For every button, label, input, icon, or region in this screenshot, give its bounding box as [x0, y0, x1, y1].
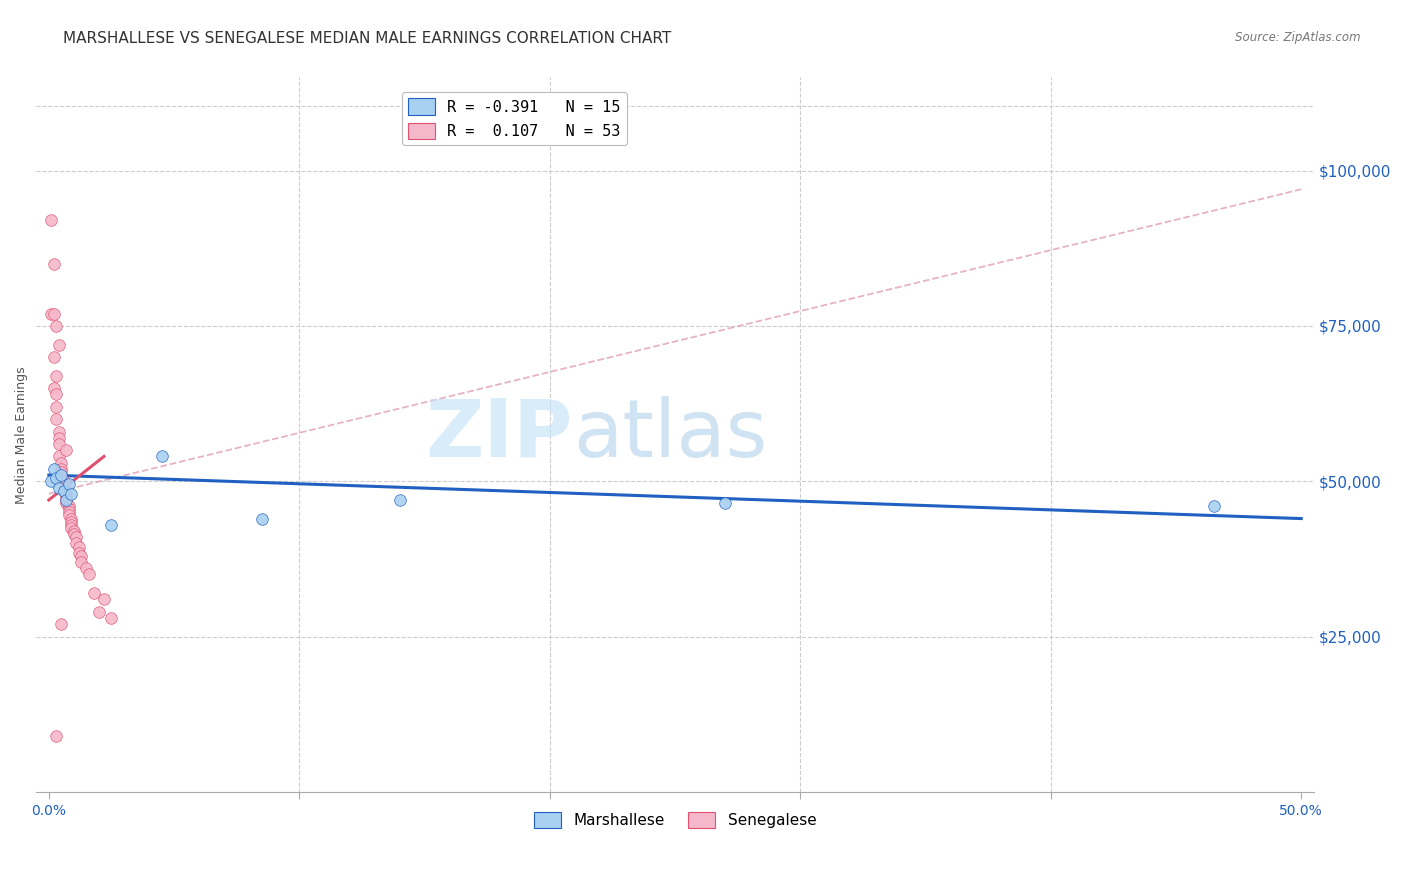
- Point: [45, 387, 67, 401]
- Point: [41, 307, 63, 321]
- Point: [100, 517, 122, 532]
- Text: ZIP: ZIP: [426, 396, 572, 474]
- Point: [55, 496, 77, 510]
- Point: [55, 487, 77, 501]
- Point: [150, 450, 173, 464]
- Point: [65, 536, 87, 550]
- Point: [51, 462, 73, 476]
- Point: [714, 496, 737, 510]
- Point: [60, 521, 83, 535]
- Point: [48, 337, 70, 351]
- Text: MARSHALLESE VS SENEGALESE MEDIAN MALE EARNINGS CORRELATION CHART: MARSHALLESE VS SENEGALESE MEDIAN MALE EA…: [63, 31, 672, 46]
- Point: [60, 517, 83, 532]
- Point: [67, 540, 90, 554]
- Point: [67, 546, 90, 560]
- Point: [41, 475, 63, 489]
- Point: [42, 257, 65, 271]
- Text: atlas: atlas: [572, 396, 768, 474]
- Point: [1202, 499, 1225, 513]
- Point: [55, 492, 77, 507]
- Point: [58, 502, 80, 516]
- Point: [51, 465, 73, 479]
- Point: [48, 425, 70, 439]
- Point: [65, 530, 87, 544]
- Point: [58, 508, 80, 523]
- Point: [51, 617, 73, 632]
- Point: [42, 307, 65, 321]
- Point: [45, 318, 67, 333]
- Point: [52, 483, 75, 498]
- Y-axis label: Median Male Earnings: Median Male Earnings: [15, 366, 28, 503]
- Point: [55, 443, 77, 458]
- Point: [42, 350, 65, 364]
- Point: [52, 475, 75, 489]
- Point: [51, 471, 73, 485]
- Point: [42, 462, 65, 476]
- Point: [45, 729, 67, 743]
- Point: [75, 561, 97, 575]
- Point: [100, 611, 122, 625]
- Point: [63, 524, 86, 538]
- Point: [70, 555, 93, 569]
- Point: [45, 471, 67, 485]
- Point: [93, 592, 115, 607]
- Text: Source: ZipAtlas.com: Source: ZipAtlas.com: [1236, 31, 1361, 45]
- Point: [48, 481, 70, 495]
- Legend: Marshallese, Senegalese: Marshallese, Senegalese: [527, 805, 823, 834]
- Point: [60, 515, 83, 529]
- Point: [45, 400, 67, 414]
- Point: [48, 431, 70, 445]
- Point: [45, 368, 67, 383]
- Point: [51, 468, 73, 483]
- Point: [48, 437, 70, 451]
- Point: [52, 483, 75, 498]
- Point: [58, 505, 80, 519]
- Point: [48, 450, 70, 464]
- Point: [70, 549, 93, 563]
- Point: [58, 499, 80, 513]
- Point: [87, 605, 110, 619]
- Point: [77, 567, 100, 582]
- Point: [51, 456, 73, 470]
- Point: [83, 586, 105, 600]
- Point: [55, 490, 77, 504]
- Point: [60, 487, 83, 501]
- Point: [388, 492, 411, 507]
- Point: [250, 511, 273, 525]
- Point: [52, 481, 75, 495]
- Point: [55, 492, 77, 507]
- Point: [63, 527, 86, 541]
- Point: [42, 381, 65, 395]
- Point: [52, 477, 75, 491]
- Point: [45, 412, 67, 426]
- Point: [41, 213, 63, 227]
- Point: [60, 511, 83, 525]
- Point: [58, 477, 80, 491]
